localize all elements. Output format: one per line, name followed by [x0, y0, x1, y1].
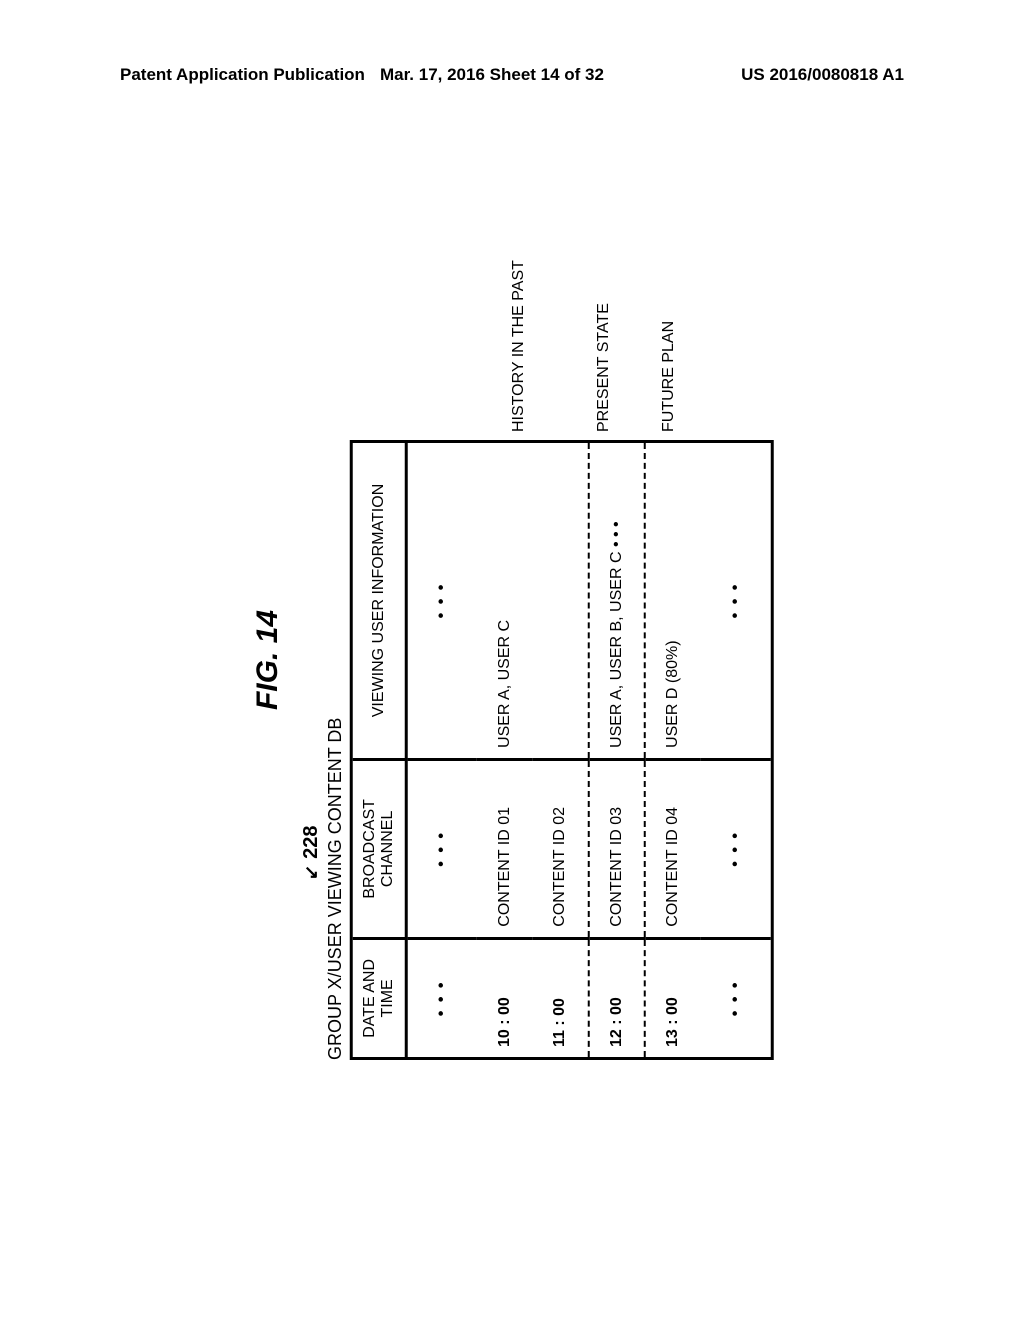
- col-date-time: DATE AND TIME: [353, 938, 407, 1057]
- header-date-sheet: Mar. 17, 2016 Sheet 14 of 32: [380, 65, 604, 85]
- cell-channel: CONTENT ID 02: [532, 759, 588, 938]
- cell-users: USER A, USER B, USER C • • •: [588, 443, 644, 759]
- cell-time: 10 : 00: [476, 938, 532, 1057]
- ref-number-value: 228: [300, 826, 323, 859]
- col-broadcast-channel: BROADCAST CHANNEL: [353, 759, 407, 938]
- data-table: DATE AND TIME BROADCAST CHANNEL VIEWING …: [353, 443, 771, 1057]
- cell-time: 12 : 00: [588, 938, 644, 1057]
- figure-block: DATE AND TIME BROADCAST CHANNEL VIEWING …: [350, 260, 774, 1060]
- cell-channel: CONTENT ID 03: [588, 759, 644, 938]
- table-row: 11 : 00 CONTENT ID 02: [532, 443, 588, 1057]
- viewing-content-table: DATE AND TIME BROADCAST CHANNEL VIEWING …: [350, 440, 774, 1060]
- table-row: 10 : 00 CONTENT ID 01 USER A, USER C: [476, 443, 532, 1057]
- ellipsis-cell: • • •: [406, 938, 476, 1057]
- table-row-present: 12 : 00 CONTENT ID 03 USER A, USER B, US…: [588, 443, 644, 1057]
- label-future-plan: FUTURE PLAN: [660, 321, 678, 432]
- cell-users: USER D (80%): [644, 443, 700, 759]
- db-title: GROUP X/USER VIEWING CONTENT DB: [325, 260, 346, 1060]
- figure-rotated-container: FIG. 14 ↙ 228 GROUP X/USER VIEWING CONTE…: [251, 260, 774, 1060]
- header-doc-number: US 2016/0080818 A1: [741, 65, 904, 85]
- ellipsis-cell: • • •: [406, 443, 476, 759]
- cell-channel: CONTENT ID 04: [644, 759, 700, 938]
- col-viewing-user: VIEWING USER INFORMATION: [353, 443, 407, 759]
- ellipsis-cell: • • •: [700, 759, 770, 938]
- reference-number: ↙ 228: [300, 260, 323, 880]
- page: Patent Application Publication Mar. 17, …: [0, 0, 1024, 1320]
- label-present-state: PRESENT STATE: [595, 303, 613, 432]
- table-row-ellipsis-top: • • • • • • • • •: [406, 443, 476, 1057]
- ellipsis-cell: • • •: [700, 938, 770, 1057]
- cell-time: 11 : 00: [532, 938, 588, 1057]
- table-header-row: DATE AND TIME BROADCAST CHANNEL VIEWING …: [353, 443, 407, 1057]
- cell-users: [532, 443, 588, 759]
- label-history-past: HISTORY IN THE PAST: [510, 260, 528, 432]
- table-row-ellipsis-bottom: • • • • • • • • •: [700, 443, 770, 1057]
- figure-title: FIG. 14: [251, 260, 285, 1060]
- cell-channel: CONTENT ID 01: [476, 759, 532, 938]
- ref-arrow-icon: ↙: [301, 865, 322, 880]
- cell-time: 13 : 00: [644, 938, 700, 1057]
- cell-users: USER A, USER C: [476, 443, 532, 759]
- header-publication: Patent Application Publication: [120, 65, 365, 85]
- table-row-future: 13 : 00 CONTENT ID 04 USER D (80%): [644, 443, 700, 1057]
- ellipsis-cell: • • •: [700, 443, 770, 759]
- ellipsis-cell: • • •: [406, 759, 476, 938]
